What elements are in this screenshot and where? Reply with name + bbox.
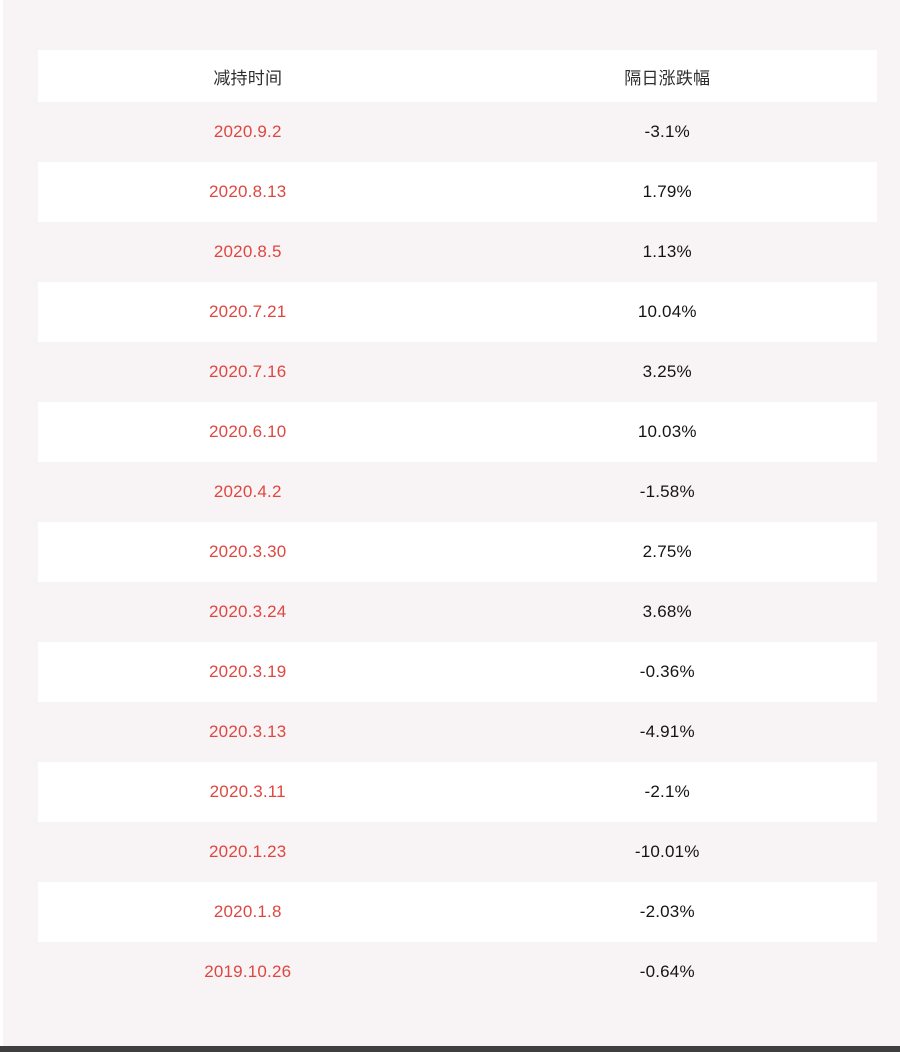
reduction-date-cell: 2019.10.26 <box>204 962 292 981</box>
table-row: 2019.10.26 -0.64% <box>38 942 877 1002</box>
reduction-date-cell: 2020.7.16 <box>209 362 287 381</box>
reduction-date-cell: 2020.8.13 <box>209 182 287 201</box>
table-row: 2020.4.2 -1.58% <box>38 462 877 522</box>
reduction-date-cell: 2020.3.19 <box>209 662 287 681</box>
table-row: 2020.6.10 10.03% <box>38 402 877 462</box>
next-day-change-cell: -10.01% <box>634 842 700 861</box>
reduction-date-cell: 2020.8.5 <box>213 242 282 261</box>
next-day-change-cell: 3.25% <box>642 362 692 381</box>
table-row: 2020.3.19 -0.36% <box>38 642 877 702</box>
table-row: 2020.7.21 10.04% <box>38 282 877 342</box>
table-row: 2020.8.13 1.79% <box>38 162 877 222</box>
reduction-date-cell: 2020.3.24 <box>209 602 287 621</box>
table-row: 2020.3.24 3.68% <box>38 582 877 642</box>
next-day-change-cell: -2.1% <box>644 782 690 801</box>
next-day-change-cell: -4.91% <box>639 722 695 741</box>
reduction-date-cell: 2020.3.30 <box>209 542 287 561</box>
next-day-change-cell: 1.79% <box>642 182 692 201</box>
bottom-edge-bar <box>0 1046 900 1052</box>
column-header-next-day-change: 隔日涨跌幅 <box>624 68 711 88</box>
next-day-change-cell: -2.03% <box>639 902 695 921</box>
table-row: 2020.1.23 -10.01% <box>38 822 877 882</box>
reduction-date-cell: 2020.9.2 <box>213 122 282 141</box>
next-day-change-cell: 10.04% <box>637 302 697 321</box>
column-header-reduction-date: 减持时间 <box>213 68 283 88</box>
next-day-change-cell: 1.13% <box>642 242 692 261</box>
table-row: 2020.3.11 -2.1% <box>38 762 877 822</box>
reduction-date-cell: 2020.6.10 <box>209 422 287 441</box>
table-body: 2020.9.2 -3.1% 2020.8.13 1.79% 2020.8.5 1.13%… <box>38 102 877 1002</box>
reduction-date-cell: 2020.7.21 <box>209 302 287 321</box>
next-day-change-cell: 3.68% <box>642 602 692 621</box>
table-row: 2020.3.30 2.75% <box>38 522 877 582</box>
table-row: 2020.3.13 -4.91% <box>38 702 877 762</box>
left-edge-highlight <box>0 0 3 1052</box>
next-day-change-cell: 10.03% <box>637 422 697 441</box>
reduction-date-cell: 2020.1.8 <box>213 902 282 921</box>
reduction-history-table: 减持时间 隔日涨跌幅 2020.9.2 -3.1% 2020.8.13 1.79% 20… <box>38 50 877 1002</box>
next-day-change-cell: -3.1% <box>644 122 690 141</box>
table-row: 2020.8.5 1.13% <box>38 222 877 282</box>
reduction-date-cell: 2020.4.2 <box>213 482 282 501</box>
table-row: 2020.9.2 -3.1% <box>38 102 877 162</box>
table-row: 2020.1.8 -2.03% <box>38 882 877 942</box>
next-day-change-cell: -1.58% <box>639 482 695 501</box>
next-day-change-cell: -0.36% <box>639 662 695 681</box>
next-day-change-cell: 2.75% <box>642 542 692 561</box>
reduction-date-cell: 2020.3.11 <box>209 782 286 801</box>
table-header-row: 减持时间 隔日涨跌幅 <box>38 50 877 102</box>
reduction-date-cell: 2020.3.13 <box>209 722 287 741</box>
table-row: 2020.7.16 3.25% <box>38 342 877 402</box>
reduction-date-cell: 2020.1.23 <box>209 842 287 861</box>
next-day-change-cell: -0.64% <box>639 962 695 981</box>
